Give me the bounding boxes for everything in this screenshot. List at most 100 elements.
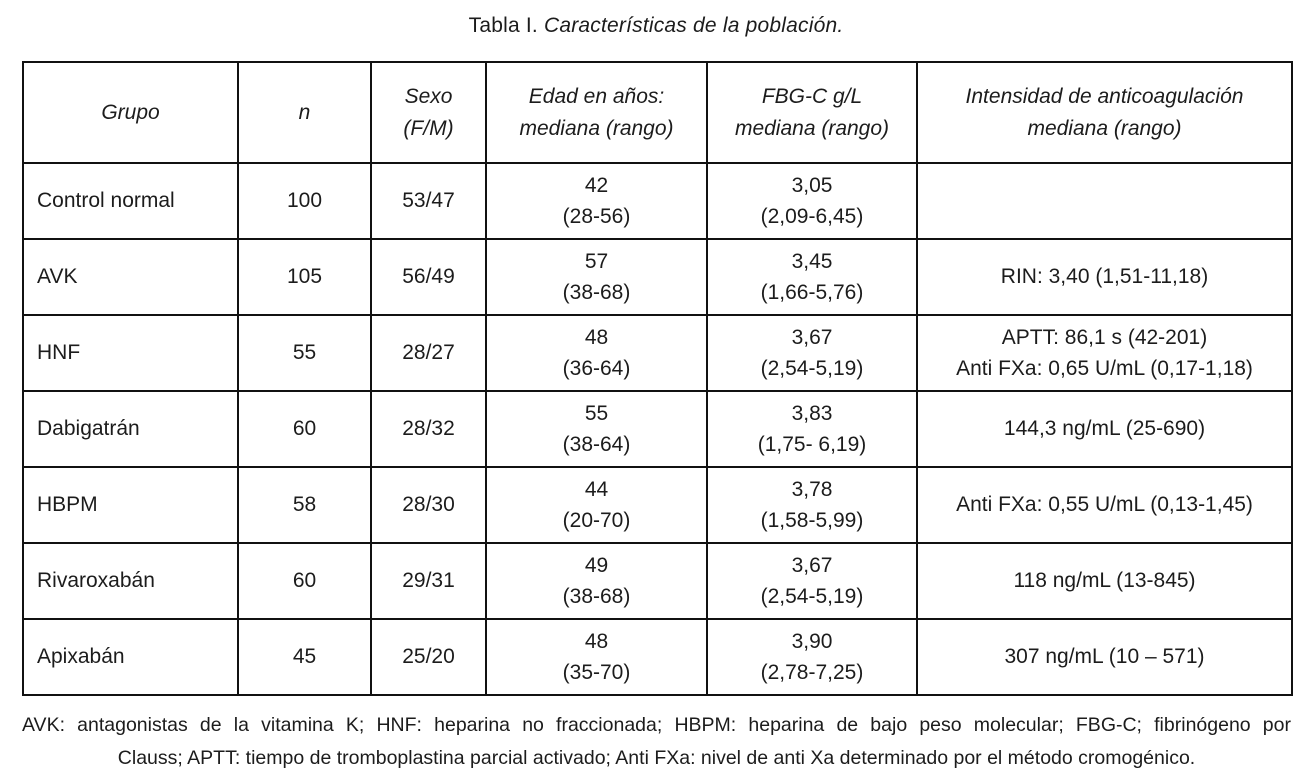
- footnote-line-2: Clauss; APTT: tiempo de tromboplastina p…: [117, 746, 1196, 769]
- edad-mediana: 57: [584, 249, 609, 273]
- cell-fbg: 3,78 (1,58-5,99): [706, 466, 918, 544]
- header-fbg-line1: FBG-C g/L: [761, 85, 863, 108]
- edad-mediana: 42: [584, 173, 609, 197]
- cell-sexo: 29/31: [370, 542, 487, 620]
- cell-n: 45: [237, 618, 372, 696]
- fbg-mediana: 3,67: [791, 325, 833, 349]
- header-n: n: [237, 61, 372, 164]
- cell-fbg: 3,45 (1,66-5,76): [706, 238, 918, 316]
- table-row-hbpm: HBPM 58 28/30 44 (20-70) 3,78 (1,58-5,99…: [22, 466, 1293, 544]
- header-edad-line2: mediana (rango): [519, 116, 674, 140]
- cell-n: 58: [237, 466, 372, 544]
- cell-edad: 42 (28-56): [485, 162, 708, 240]
- table-row-apixaban: Apixabán 45 25/20 48 (35-70) 3,90 (2,78-…: [22, 618, 1293, 696]
- cell-sexo: 28/32: [370, 390, 487, 468]
- cell-grupo: Control normal: [22, 162, 239, 240]
- cell-n: 105: [237, 238, 372, 316]
- cell-edad: 48 (36-64): [485, 314, 708, 392]
- edad-rango: (36-64): [562, 357, 631, 380]
- intensidad-line1: APTT: 86,1 s (42-201): [1001, 325, 1208, 349]
- header-intensidad: Intensidad de anticoagulación mediana (r…: [916, 61, 1293, 164]
- fbg-mediana: 3,45: [791, 249, 833, 273]
- cell-sexo: 56/49: [370, 238, 487, 316]
- edad-rango: (38-68): [562, 281, 631, 304]
- edad-mediana: 48: [584, 325, 609, 349]
- fbg-mediana: 3,05: [791, 173, 833, 197]
- fbg-rango: (1,66-5,76): [760, 281, 864, 304]
- edad-rango: (28-56): [562, 205, 631, 228]
- header-fbg: FBG-C g/L mediana (rango): [706, 61, 918, 164]
- table-row-rivaroxaban: Rivaroxabán 60 29/31 49 (38-68) 3,67 (2,…: [22, 542, 1293, 620]
- edad-mediana: 55: [584, 401, 609, 425]
- cell-grupo: HBPM: [22, 466, 239, 544]
- cell-grupo: Dabigatrán: [22, 390, 239, 468]
- cell-grupo: Rivaroxabán: [22, 542, 239, 620]
- edad-mediana: 49: [584, 553, 609, 577]
- table-header: Grupo n Sexo (F/M) Edad en años: mediana…: [22, 61, 1293, 164]
- intensidad-line1: RIN: 3,40 (1,51-11,18): [1000, 265, 1209, 289]
- table-row-avk: AVK 105 56/49 57 (38-68) 3,45 (1,66-5,76…: [22, 238, 1293, 316]
- table-row-dabigatran: Dabigatrán 60 28/32 55 (38-64) 3,83 (1,7…: [22, 390, 1293, 468]
- edad-mediana: 44: [584, 477, 609, 501]
- table-row-hnf: HNF 55 28/27 48 (36-64) 3,67 (2,54-5,19)…: [22, 314, 1293, 392]
- edad-mediana: 48: [584, 629, 609, 653]
- header-row: Grupo n Sexo (F/M) Edad en años: mediana…: [22, 61, 1293, 164]
- intensidad-line1: 144,3 ng/mL (25-690): [1003, 417, 1206, 441]
- table-footnote: AVK: antagonistas de la vitamina K; HNF:…: [22, 709, 1291, 775]
- intensidad-line2: Anti FXa: 0,65 U/mL (0,17-1,18): [956, 357, 1253, 380]
- header-edad: Edad en años: mediana (rango): [485, 61, 708, 164]
- cell-fbg: 3,67 (2,54-5,19): [706, 314, 918, 392]
- caption-prefix: Tabla I.: [468, 14, 538, 37]
- header-intensidad-line1: Intensidad de anticoagulación: [965, 85, 1244, 108]
- fbg-rango: (2,54-5,19): [760, 357, 864, 380]
- caption-italic: Características de la población.: [537, 14, 844, 37]
- cell-edad: 48 (35-70): [485, 618, 708, 696]
- cell-sexo: 28/30: [370, 466, 487, 544]
- footnote-line-1: AVK: antagonistas de la vitamina K; HNF:…: [22, 714, 1291, 736]
- cell-fbg: 3,83 (1,75- 6,19): [706, 390, 918, 468]
- cell-intensidad: [916, 162, 1293, 240]
- fbg-mediana: 3,78: [791, 477, 833, 501]
- table-row-control-normal: Control normal 100 53/47 42 (28-56) 3,05…: [22, 162, 1293, 240]
- header-sexo: Sexo (F/M): [370, 61, 487, 164]
- edad-rango: (35-70): [562, 661, 631, 684]
- fbg-mediana: 3,67: [791, 553, 833, 577]
- cell-n: 100: [237, 162, 372, 240]
- cell-intensidad: 144,3 ng/mL (25-690): [916, 390, 1293, 468]
- cell-intensidad: Anti FXa: 0,55 U/mL (0,13-1,45): [916, 466, 1293, 544]
- cell-intensidad: 118 ng/mL (13-845): [916, 542, 1293, 620]
- cell-intensidad: 307 ng/mL (10 – 571): [916, 618, 1293, 696]
- cell-grupo: AVK: [22, 238, 239, 316]
- cell-sexo: 53/47: [370, 162, 487, 240]
- header-sexo-line1: Sexo: [404, 85, 453, 108]
- cell-edad: 57 (38-68): [485, 238, 708, 316]
- population-table: Grupo n Sexo (F/M) Edad en años: mediana…: [22, 61, 1293, 696]
- cell-grupo: HNF: [22, 314, 239, 392]
- header-grupo: Grupo: [22, 61, 239, 164]
- cell-n: 60: [237, 542, 372, 620]
- table-body: Control normal 100 53/47 42 (28-56) 3,05…: [22, 162, 1293, 696]
- cell-edad: 49 (38-68): [485, 542, 708, 620]
- cell-edad: 55 (38-64): [485, 390, 708, 468]
- fbg-rango: (2,54-5,19): [760, 585, 864, 608]
- cell-fbg: 3,67 (2,54-5,19): [706, 542, 918, 620]
- edad-rango: (20-70): [562, 509, 631, 532]
- intensidad-line1: 307 ng/mL (10 – 571): [1004, 645, 1205, 669]
- cell-grupo: Apixabán: [22, 618, 239, 696]
- fbg-rango: (2,09-6,45): [760, 205, 864, 228]
- edad-rango: (38-68): [562, 585, 631, 608]
- fbg-rango: (1,75- 6,19): [757, 433, 867, 456]
- cell-intensidad: RIN: 3,40 (1,51-11,18): [916, 238, 1293, 316]
- cell-sexo: 28/27: [370, 314, 487, 392]
- cell-fbg: 3,90 (2,78-7,25): [706, 618, 918, 696]
- header-fbg-line2: mediana (rango): [734, 116, 890, 140]
- edad-rango: (38-64): [562, 433, 631, 456]
- cell-n: 60: [237, 390, 372, 468]
- fbg-rango: (1,58-5,99): [760, 509, 864, 532]
- intensidad-line1: Anti FXa: 0,55 U/mL (0,13-1,45): [956, 493, 1253, 517]
- fbg-mediana: 3,90: [791, 629, 833, 653]
- cell-n: 55: [237, 314, 372, 392]
- cell-intensidad: APTT: 86,1 s (42-201) Anti FXa: 0,65 U/m…: [916, 314, 1293, 392]
- cell-edad: 44 (20-70): [485, 466, 708, 544]
- fbg-mediana: 3,83: [791, 401, 833, 425]
